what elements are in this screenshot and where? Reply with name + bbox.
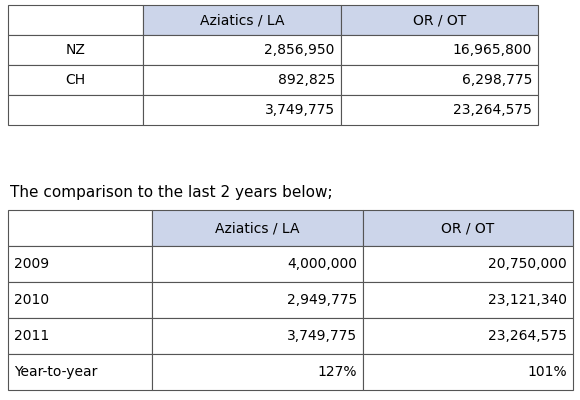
Text: 20,750,000: 20,750,000 — [488, 257, 567, 271]
Bar — [8, 65, 143, 95]
Text: 2,856,950: 2,856,950 — [264, 43, 335, 57]
Bar — [143, 95, 341, 125]
Bar — [363, 318, 573, 354]
Bar — [8, 210, 152, 246]
Bar — [341, 35, 538, 65]
Bar — [152, 282, 363, 318]
Text: The comparison to the last 2 years below;: The comparison to the last 2 years below… — [10, 184, 332, 200]
Bar — [363, 246, 573, 282]
Text: CH: CH — [66, 73, 86, 87]
Bar — [363, 282, 573, 318]
Bar — [363, 210, 573, 246]
Bar — [341, 5, 538, 35]
Text: NZ: NZ — [66, 43, 85, 57]
Bar — [143, 5, 341, 35]
Bar — [8, 318, 152, 354]
Bar — [8, 282, 152, 318]
Text: 3,749,775: 3,749,775 — [287, 329, 357, 343]
Bar — [152, 318, 363, 354]
Text: 2011: 2011 — [14, 329, 49, 343]
Text: 101%: 101% — [527, 365, 567, 379]
Text: OR / OT: OR / OT — [413, 13, 466, 27]
Bar — [8, 5, 143, 35]
Bar — [8, 35, 143, 65]
Bar — [8, 354, 152, 390]
Text: 2,949,775: 2,949,775 — [287, 293, 357, 307]
Text: 892,825: 892,825 — [278, 73, 335, 87]
Text: OR / OT: OR / OT — [441, 221, 495, 235]
Bar — [152, 354, 363, 390]
Text: Aziatics / LA: Aziatics / LA — [200, 13, 284, 27]
Bar — [143, 35, 341, 65]
Text: 3,749,775: 3,749,775 — [264, 103, 335, 117]
Text: Year-to-year: Year-to-year — [14, 365, 97, 379]
Text: 16,965,800: 16,965,800 — [452, 43, 532, 57]
Bar — [8, 95, 143, 125]
Text: 6,298,775: 6,298,775 — [462, 73, 532, 87]
Bar — [341, 65, 538, 95]
Text: Aziatics / LA: Aziatics / LA — [215, 221, 300, 235]
Bar — [341, 95, 538, 125]
Text: 23,264,575: 23,264,575 — [488, 329, 567, 343]
Text: 4,000,000: 4,000,000 — [287, 257, 357, 271]
Bar — [152, 246, 363, 282]
Bar — [363, 354, 573, 390]
Text: 23,264,575: 23,264,575 — [453, 103, 532, 117]
Text: 2010: 2010 — [14, 293, 49, 307]
Bar — [8, 246, 152, 282]
Text: 23,121,340: 23,121,340 — [488, 293, 567, 307]
Text: 2009: 2009 — [14, 257, 49, 271]
Bar — [152, 210, 363, 246]
Bar — [143, 65, 341, 95]
Text: 127%: 127% — [317, 365, 357, 379]
